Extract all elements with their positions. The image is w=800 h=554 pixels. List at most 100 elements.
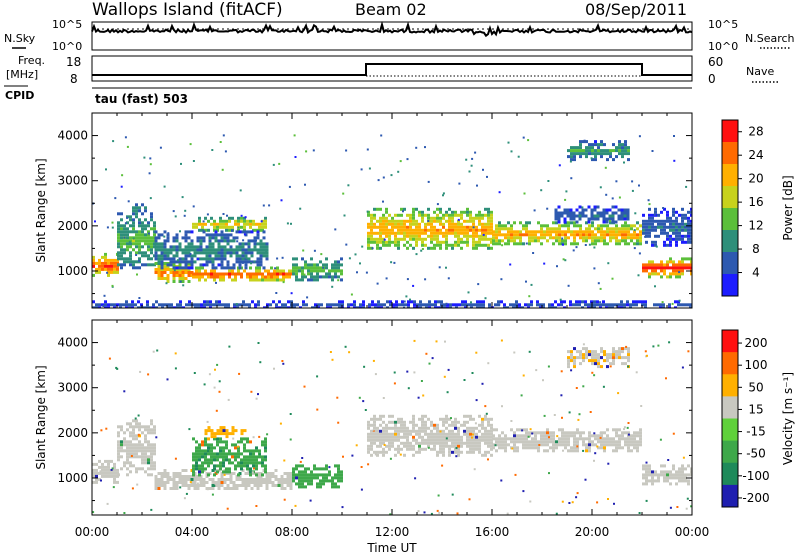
echo-cell — [618, 239, 621, 243]
echo-cell — [418, 234, 421, 238]
echo-cell — [430, 423, 433, 427]
echo-cell — [648, 266, 651, 270]
echo-cell — [482, 303, 485, 307]
echo-cell — [391, 222, 394, 226]
echo-cell — [412, 231, 415, 235]
echo-cell — [475, 432, 478, 436]
echo-cell — [152, 306, 155, 308]
speck — [590, 306, 593, 308]
echo-cell — [484, 450, 487, 454]
speck — [599, 436, 602, 439]
echo-cell — [201, 275, 204, 279]
echo-cell — [298, 464, 301, 468]
echo-cell — [434, 306, 437, 308]
echo-cell — [633, 443, 636, 447]
speck — [226, 507, 229, 510]
echo-cell — [247, 484, 251, 487]
echo-cell — [400, 219, 403, 223]
echo-cell — [531, 437, 534, 441]
echo-cell — [246, 275, 249, 279]
speck — [363, 365, 366, 368]
echo-cell — [219, 452, 222, 456]
speck — [623, 426, 626, 429]
echo-cell — [534, 434, 537, 438]
echo-cell — [527, 306, 530, 308]
echo-cell — [175, 487, 179, 490]
speck — [565, 190, 568, 193]
echo-cell — [337, 263, 340, 267]
echo-cell — [427, 216, 430, 220]
echo-cell — [445, 240, 448, 244]
echo-cell — [287, 306, 290, 308]
echo-cell — [325, 272, 328, 276]
echo-cell — [210, 461, 213, 465]
echo-cell — [448, 423, 451, 427]
echo-cell — [564, 431, 567, 435]
echo-cell — [510, 428, 513, 432]
echo-cell — [98, 258, 101, 262]
echo-cell — [448, 453, 451, 457]
speck — [383, 238, 386, 241]
speck — [584, 478, 587, 481]
speck — [402, 210, 404, 213]
echo-cell — [163, 257, 167, 261]
echo-cell — [618, 152, 621, 156]
echo-cell — [478, 234, 481, 238]
echo-cell — [636, 443, 639, 447]
echo-cell — [546, 233, 549, 237]
echo-cell — [669, 234, 672, 238]
echo-cell — [597, 440, 600, 444]
x-tick-label: 00:00 — [675, 525, 710, 539]
echo-cell — [153, 233, 156, 237]
echo-cell — [424, 432, 427, 436]
echo-cell — [110, 303, 113, 307]
echo-cell — [451, 219, 454, 223]
echo-cell — [439, 447, 442, 451]
echo-cell — [567, 431, 570, 435]
echo-cell — [153, 431, 156, 435]
speck — [611, 277, 614, 280]
x-tick-label: 20:00 — [575, 525, 610, 539]
echo-cell — [150, 458, 153, 462]
nsearch-tick-top: 10^5 — [708, 18, 738, 31]
echo-cell — [229, 248, 233, 252]
speck — [605, 193, 608, 196]
echo-cell — [107, 465, 110, 469]
echo-cell — [546, 443, 549, 447]
echo-cell — [534, 446, 537, 450]
echo-cell — [261, 222, 264, 226]
echo-cell — [370, 237, 373, 241]
speck — [336, 396, 339, 399]
echo-cell — [621, 233, 624, 237]
echo-cell — [612, 428, 615, 432]
echo-cell — [388, 441, 391, 445]
echo-cell — [394, 225, 397, 229]
echo-cell — [642, 228, 645, 232]
echo-cell — [334, 473, 337, 477]
echo-cell — [235, 487, 239, 490]
echo-cell — [240, 432, 244, 436]
echo-cell — [603, 242, 606, 246]
echo-cell — [259, 257, 263, 261]
echo-cell — [310, 269, 313, 273]
echo-cell — [241, 251, 245, 255]
echo-cell — [654, 234, 657, 238]
echo-cell — [687, 216, 690, 220]
echo-cell — [675, 272, 678, 276]
echo-cell — [576, 446, 579, 450]
echo-cell — [617, 214, 621, 218]
echo-cell — [278, 300, 281, 304]
echo-cell — [243, 449, 246, 453]
echo-cell — [660, 260, 663, 264]
echo-cell — [153, 461, 156, 465]
echo-cell — [591, 146, 594, 150]
echo-cell — [582, 359, 585, 363]
echo-cell — [237, 219, 240, 223]
echo-cell — [222, 449, 225, 453]
echo-cell — [264, 467, 267, 471]
echo-cell — [449, 303, 452, 307]
echo-cell — [207, 275, 210, 279]
echo-cell — [564, 446, 567, 450]
echo-cell — [256, 484, 260, 487]
speck — [266, 433, 269, 436]
